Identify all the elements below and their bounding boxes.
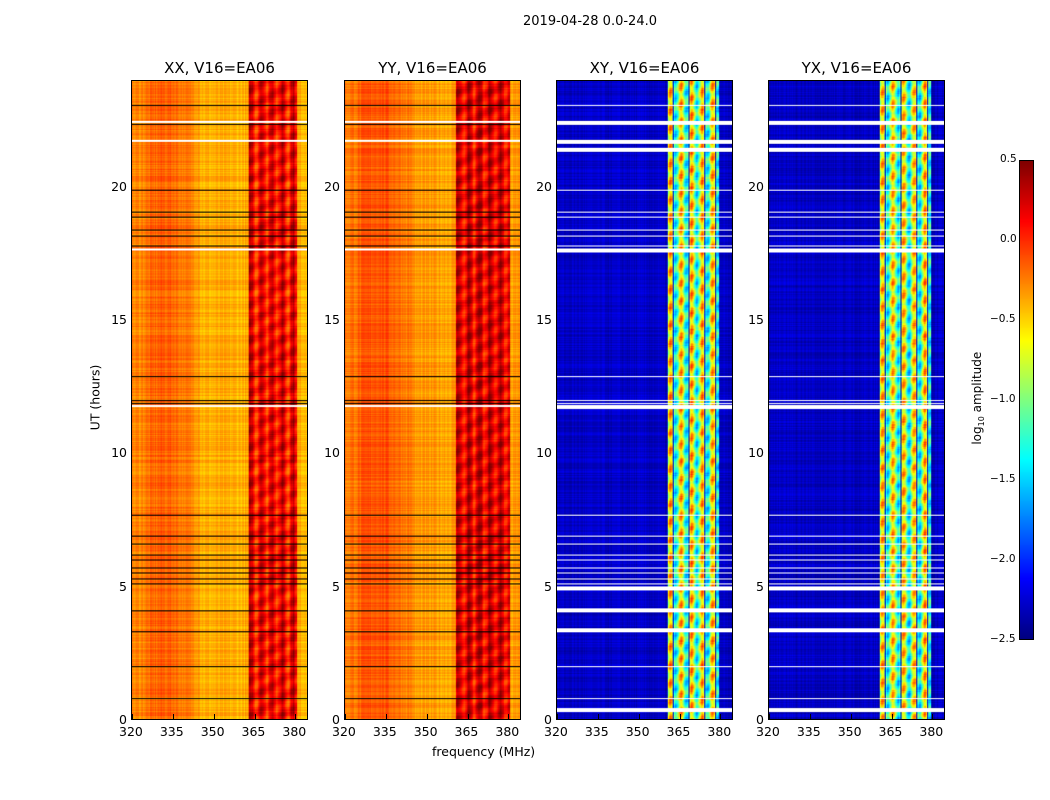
heatmap-panel — [344, 80, 521, 720]
x-tick-mark — [132, 714, 133, 719]
x-tick-mark — [508, 714, 510, 719]
x-tick-label: 380 — [495, 724, 520, 739]
x-tick-label: 380 — [282, 724, 307, 739]
panel-title: XX, V16=EA06 — [164, 59, 275, 77]
x-tick-label: 365 — [878, 724, 903, 739]
y-tick-label: 15 — [536, 312, 552, 327]
y-tick-label: 0 — [119, 712, 127, 727]
y-tick-label: 20 — [324, 178, 340, 194]
x-tick-mark — [769, 714, 770, 719]
y-tick-label: 5 — [756, 578, 764, 594]
x-tick-mark — [172, 714, 174, 719]
y-tick-label: 15 — [111, 312, 127, 327]
x-tick-label: 380 — [919, 724, 944, 739]
figure-title: 2019-04-28 0.0-24.0 — [523, 14, 657, 29]
y-tick-label: 10 — [536, 445, 552, 461]
y-tick-label: 20 — [748, 178, 764, 194]
y-tick-label: 0 — [332, 712, 340, 727]
y-tick-label: 0 — [544, 712, 552, 727]
x-tick-label: 365 — [454, 724, 479, 739]
x-tick-mark — [638, 714, 640, 719]
x-tick-label: 320 — [119, 724, 143, 739]
y-tick-label: 0 — [756, 712, 764, 727]
x-tick-mark — [597, 714, 599, 719]
x-tick-label: 335 — [584, 724, 609, 739]
x-tick-mark — [891, 714, 893, 719]
x-tick-mark — [213, 714, 215, 719]
x-tick-mark — [345, 714, 346, 719]
colorbar-tick-label: −2.5 — [990, 633, 1016, 645]
x-tick-mark — [295, 714, 297, 719]
heatmap-panel — [556, 80, 733, 720]
y-tick-label: 5 — [332, 578, 340, 594]
y-tick-label: 5 — [544, 578, 552, 594]
x-tick-mark — [932, 714, 934, 719]
x-tick-label: 350 — [200, 724, 225, 739]
colorbar-label: log10 amplitude — [969, 351, 987, 445]
x-tick-label: 320 — [332, 724, 356, 739]
x-tick-label: 320 — [756, 724, 780, 739]
heatmap-image — [132, 81, 307, 719]
x-tick-label: 365 — [666, 724, 691, 739]
x-tick-label: 365 — [241, 724, 266, 739]
x-tick-label: 335 — [372, 724, 397, 739]
x-tick-mark — [720, 714, 722, 719]
y-tick-label: 15 — [748, 312, 764, 327]
x-tick-mark — [557, 714, 558, 719]
y-tick-label: 10 — [324, 445, 340, 461]
y-tick-label: 10 — [111, 445, 127, 461]
x-axis-label: frequency (MHz) — [432, 744, 536, 759]
y-tick-label: 10 — [748, 445, 764, 461]
colorbar-tick-label: 0.5 — [1000, 153, 1017, 165]
colorbar-tick-label: 0.0 — [1000, 233, 1017, 245]
y-tick-label: 15 — [324, 312, 340, 327]
x-tick-label: 350 — [413, 724, 438, 739]
heatmap-image — [557, 81, 732, 719]
x-tick-label: 350 — [625, 724, 650, 739]
y-tick-label: 20 — [536, 178, 552, 194]
x-tick-mark — [426, 714, 428, 719]
heatmap-image — [769, 81, 944, 719]
x-tick-mark — [850, 714, 852, 719]
colorbar — [1019, 160, 1034, 640]
x-tick-label: 320 — [544, 724, 568, 739]
y-tick-label: 5 — [119, 578, 127, 594]
x-tick-label: 350 — [837, 724, 862, 739]
colorbar-tick-label: −1.0 — [990, 393, 1016, 405]
x-tick-mark — [679, 714, 681, 719]
y-axis-label: UT (hours) — [87, 364, 103, 431]
x-tick-label: 335 — [159, 724, 184, 739]
heatmap-panel — [768, 80, 945, 720]
x-tick-mark — [254, 714, 256, 719]
x-tick-label: 380 — [707, 724, 732, 739]
heatmap-image — [345, 81, 520, 719]
colorbar-tick-label: −0.5 — [990, 313, 1016, 325]
colorbar-tick-label: −2.0 — [990, 553, 1016, 565]
panel-title: YY, V16=EA06 — [378, 59, 487, 77]
x-tick-mark — [467, 714, 469, 719]
y-tick-label: 20 — [111, 178, 127, 194]
colorbar-tick-label: −1.5 — [990, 473, 1016, 485]
x-tick-mark — [385, 714, 387, 719]
panel-title: XY, V16=EA06 — [589, 59, 700, 77]
x-tick-label: 335 — [796, 724, 821, 739]
panel-title: YX, V16=EA06 — [801, 59, 912, 77]
x-tick-mark — [809, 714, 811, 719]
heatmap-panel — [131, 80, 308, 720]
